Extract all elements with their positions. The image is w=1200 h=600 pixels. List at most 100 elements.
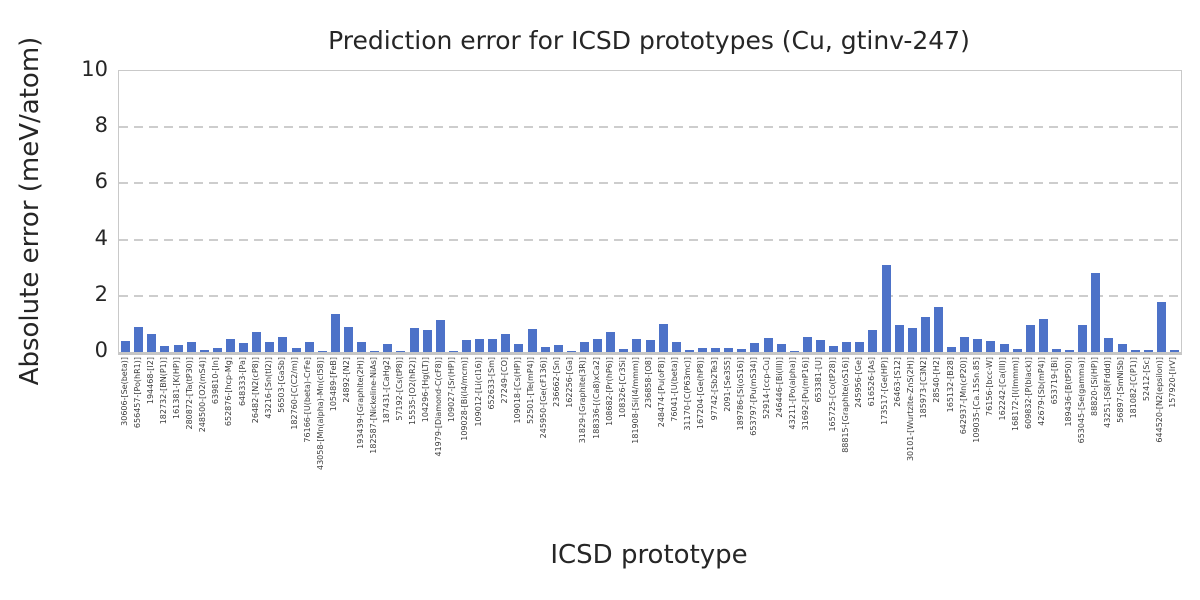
bar	[409, 327, 419, 352]
bar	[815, 339, 825, 352]
bar	[448, 351, 458, 352]
bar	[1156, 301, 1166, 352]
bar	[1012, 349, 1022, 352]
bar	[199, 350, 209, 352]
y-tick-label: 4	[94, 225, 108, 250]
x-tick-label: 52412-[Sc]	[1142, 357, 1152, 402]
x-tick-label: 31692-[Pu(mP16)]	[801, 357, 811, 431]
bar	[1051, 349, 1061, 352]
y-tick-label: 6	[94, 169, 108, 194]
x-tick-label: 56897-[SmNiSb]	[1116, 357, 1125, 423]
bar	[619, 349, 629, 352]
bar	[304, 341, 314, 352]
bar	[658, 323, 668, 352]
x-tick-label: 2091-[Se3S5]	[722, 357, 732, 412]
x-axis-label: ICSD prototype	[550, 540, 748, 570]
bar	[121, 340, 131, 352]
x-tick-label: 653381-[U]	[814, 357, 824, 403]
bar	[986, 341, 996, 352]
x-tick-label: 52501-[Te(mP4)]	[526, 357, 535, 424]
x-tick-label: 642937-[Mn(cP20)]	[958, 357, 968, 435]
bar	[750, 342, 760, 352]
x-tick-label: 280872-[Ta(tP30)]	[185, 357, 195, 430]
x-tick-label: 187431-[CaHg2]	[381, 357, 391, 424]
bar	[711, 348, 721, 352]
x-tick-label: 246446-[Bi(III)]	[775, 357, 785, 418]
bar	[514, 343, 524, 352]
x-tick-label: 41979-[Diamond-C(cF8)]	[434, 357, 444, 457]
x-tick-label: 639810-[In]	[211, 357, 221, 405]
bar	[737, 349, 747, 352]
x-tick-label: 109035-[Ca.15Sn.85]	[971, 357, 981, 443]
x-tick-label: 109012-[Li(cI16)]	[473, 357, 483, 427]
bar	[724, 348, 734, 352]
gridline-y4	[119, 238, 1181, 241]
x-tick-label: 57192-[Cs(tP8)]	[394, 357, 404, 421]
x-tick-label: 248500-[O2(mS4)]	[198, 357, 208, 433]
x-tick-label: 236858-[O8]	[644, 357, 653, 409]
y-tick-label: 2	[94, 281, 108, 306]
bar	[422, 329, 432, 352]
bar	[501, 334, 511, 352]
bar	[461, 340, 471, 352]
y-axis-label: Absolute error (meV/atom)	[15, 36, 45, 386]
bar	[947, 347, 957, 352]
x-tick-label: 88815-[Graphite(oS16)]	[840, 357, 850, 453]
bar	[317, 351, 327, 352]
bar	[265, 341, 275, 352]
x-tick-label: 88820-[Si(HP)]	[1089, 357, 1099, 416]
bar	[999, 343, 1009, 352]
bar	[291, 347, 301, 352]
x-tick-label: 167204-[Ge(hP8)]	[696, 357, 706, 430]
y-tick-label: 8	[94, 113, 108, 138]
bar	[960, 337, 970, 352]
y-tick-label: 10	[81, 57, 108, 81]
x-tick-label: 644520-[N2(epsilon)]	[1155, 357, 1165, 443]
gridline-y6	[119, 182, 1181, 185]
x-tick-label: 653045-[Se(gamma)]	[1076, 357, 1086, 444]
x-tick-label: 43216-[Sn(tI2)]	[263, 357, 273, 419]
chart-title: Prediction error for ICSD prototypes (Cu…	[328, 26, 970, 55]
bar	[566, 351, 576, 352]
x-tick-label: 42679-[Sb(mP4)]	[1037, 357, 1047, 426]
bar	[1078, 325, 1088, 352]
bar	[881, 265, 891, 352]
x-tick-label: 189786-[Si(oS16)]	[735, 357, 745, 431]
x-tick-label: 43058-[Mn(alpha)-Mn(cI58)]	[316, 357, 326, 471]
bar	[1143, 349, 1153, 352]
x-tick-label: 656457-[Po(hR1)]	[132, 357, 142, 429]
bar	[1169, 350, 1179, 352]
bar	[527, 328, 537, 352]
x-tick-label: 653797-[Pu(mS34)]	[748, 357, 758, 436]
bar	[579, 341, 589, 352]
x-tick-label: 30101-[Wurtzite-ZnS(2H)]	[906, 357, 916, 462]
bar	[252, 331, 262, 352]
bar	[1038, 318, 1048, 352]
x-tick-label: 165132-[B28]	[945, 357, 955, 413]
x-tick-label: 194468-[I2]	[145, 357, 155, 405]
bar	[789, 351, 799, 352]
bar	[606, 332, 616, 352]
bar	[173, 345, 183, 352]
x-tick-label: 245956-[Ge]	[853, 357, 863, 408]
bar	[370, 351, 380, 352]
bar	[829, 345, 839, 352]
x-tick-label: 245950-[Ge(cF136)]	[539, 357, 549, 439]
x-tick-label: 27249-[CO]	[499, 357, 509, 404]
x-tick-label: 165725-[Co(tP28)]	[827, 357, 837, 432]
x-tick-label: 105489-[FeB]	[329, 357, 339, 412]
gridline-y2	[119, 294, 1181, 297]
bar	[488, 338, 498, 352]
x-tick-label: 104296-[Hg(LT)]	[421, 357, 431, 423]
bar	[645, 340, 655, 352]
x-tick-label: 97742-[Sb2Te3]	[709, 357, 719, 421]
x-tick-label: 76156-[bcc-W]	[984, 357, 994, 416]
bar	[396, 350, 406, 352]
bar	[1130, 350, 1140, 352]
x-tick-label: 652633-[Sm]	[486, 357, 496, 410]
x-tick-label: 236662-[Sn]	[552, 357, 562, 407]
y-tick-label: 0	[94, 338, 108, 362]
gridline-y8	[119, 126, 1181, 129]
bar	[343, 326, 353, 352]
